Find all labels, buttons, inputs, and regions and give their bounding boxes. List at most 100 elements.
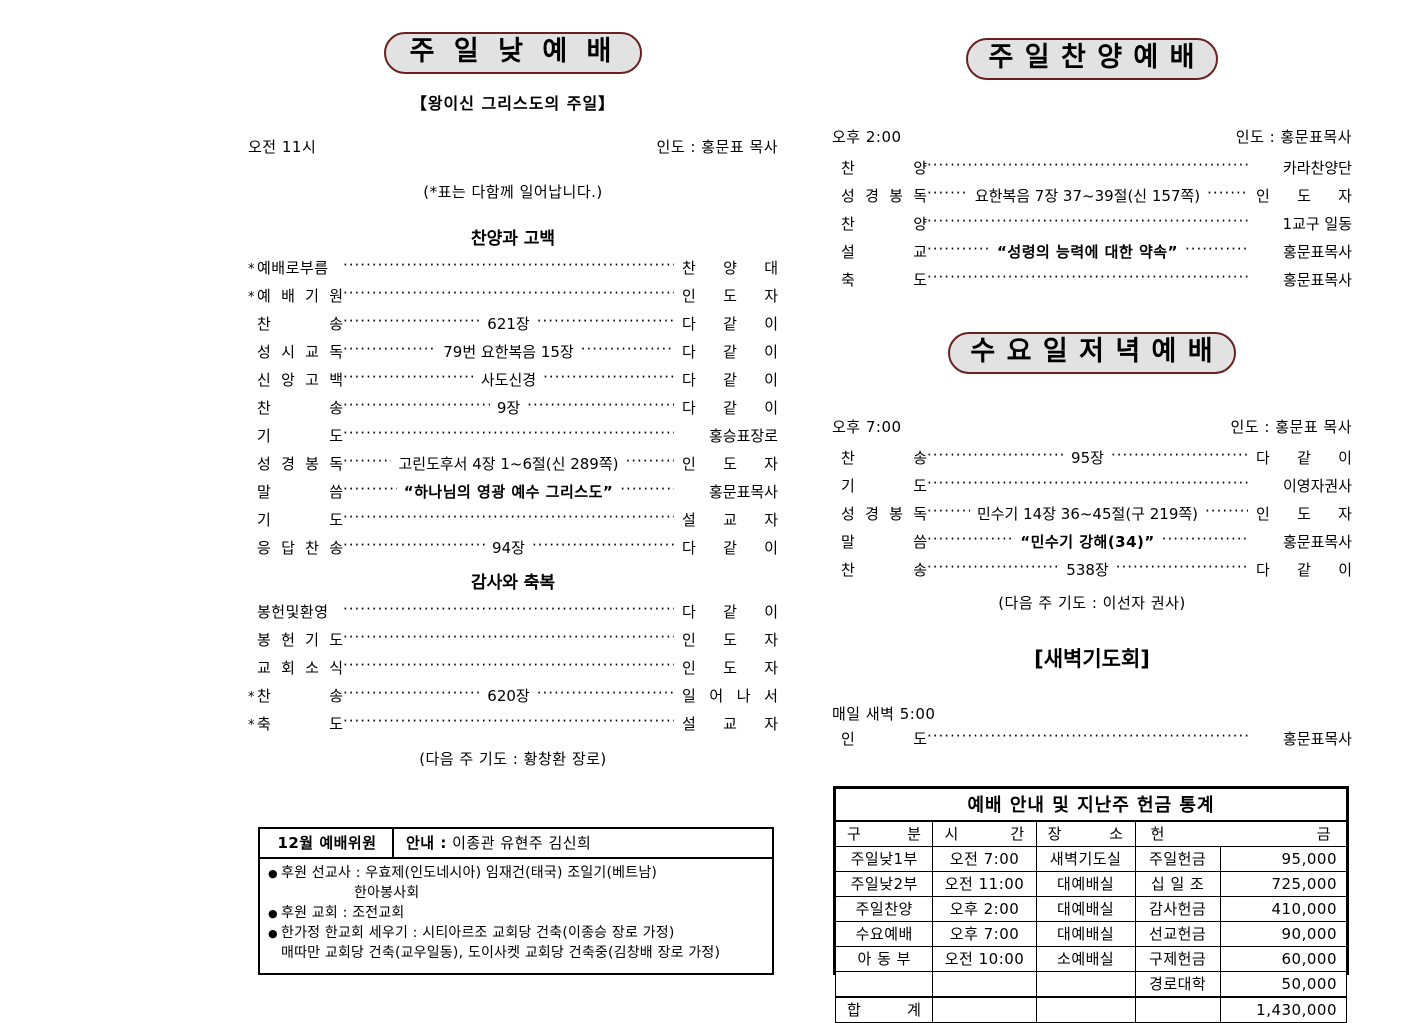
- committee-continuation-line: 한아봉사회: [354, 884, 420, 901]
- stats-row: 주일낮2부 오전 11:00 대예배실 십 일 조 725,000: [834, 871, 1348, 897]
- committee-line-text: 한가정 한교회 세우기 : 시티아르조 교회당 건축(이종승 장로 가정): [281, 924, 675, 941]
- sunday-day-time-row: 오전 11시 인도 : 홍문표 목사: [248, 136, 778, 157]
- stats-amount-cell: 90,000: [1219, 921, 1348, 947]
- committee-guide-cell: 안내 : 이종관 유현주 김신희: [394, 829, 772, 857]
- stats-row: 경로대학 50,000: [834, 971, 1348, 998]
- dawn-order-list: 인 도 ······································…: [832, 728, 1352, 749]
- leader-dots-left: ········································…: [343, 714, 674, 730]
- order-row: 찬송······································…: [248, 397, 778, 418]
- order-detail: 79번 요한복음 15장: [443, 343, 574, 362]
- order-row: 봉헌및환영 ···································…: [248, 601, 778, 622]
- stats-amount-cell: 725,000: [1219, 871, 1348, 897]
- wednesday-service-title: 수 요 일 저 녁 예 배: [948, 332, 1236, 375]
- order-row: *찬송·····································…: [248, 685, 778, 706]
- order-detail: 요한복음 7장 37~39절(신 157쪽): [974, 187, 1201, 206]
- leader-dots-left: ········································…: [343, 314, 480, 330]
- committee-bullet-row: ● 한가정 한교회 세우기 : 시티아르조 교회당 건축(이종승 장로 가정): [268, 924, 766, 944]
- dawn-prayer-title: [새벽기도회]: [1034, 647, 1150, 672]
- right-column: 주 일 찬 양 예 배 오후 2:00 인도 : 홍문표목사 찬 양 ·······…: [832, 38, 1352, 756]
- sunday-praise-time-row: 오후 2:00 인도 : 홍문표목사: [832, 126, 1352, 147]
- leader-dots-left: ········································…: [343, 258, 674, 274]
- stats-row: 아 동 부 오전 10:00 소예배실 구제헌금 60,000: [834, 946, 1348, 972]
- committee-guide-names: 이종관 유현주 김신희: [452, 834, 592, 852]
- dawn-time-row: 매일 새벽 5:00: [832, 703, 1352, 724]
- wednesday-title-wrap: 수 요 일 저 녁 예 배: [832, 332, 1352, 375]
- order-detail: “성령의 능력에 대한 약속”: [997, 243, 1178, 262]
- order-row: 기 도 ······································…: [248, 509, 778, 530]
- leader-dots-right: ········································…: [531, 538, 674, 554]
- sunday-day-subtitle: 【왕이신 그리스도의 주일】: [410, 94, 616, 114]
- stats-total-blank: [1134, 996, 1221, 1023]
- bullet-dot-icon: ●: [268, 906, 278, 920]
- leader-dots-left: ········································…: [343, 630, 674, 646]
- sunday-day-time: 오전 11시: [248, 138, 317, 157]
- sunday-praise-service-title: 주 일 찬 양 예 배: [966, 38, 1218, 81]
- order-detail: “하나님의 영광 예수 그리스도”: [403, 483, 614, 502]
- bullet-dot-icon: ●: [268, 926, 278, 940]
- dawn-time: 매일 새벽 5:00: [832, 705, 936, 724]
- stats-service-cell: 수요예배: [834, 921, 934, 947]
- stats-offering-cell: 경로대학: [1134, 971, 1221, 998]
- order-row: 성경봉독····································…: [832, 503, 1352, 524]
- stats-place-cell: 소예배실: [1035, 946, 1136, 972]
- leader-dots-left: ········································…: [927, 476, 1248, 492]
- leader-dots-left: ········································…: [343, 510, 674, 526]
- stats-service-cell: 주일찬양: [834, 896, 934, 922]
- standing-star: *: [248, 690, 255, 706]
- leader-dots-right: ········································…: [1110, 448, 1248, 464]
- sunday-praise-time: 오후 2:00: [832, 128, 902, 147]
- leader-dots-right: ········································…: [536, 314, 674, 330]
- stats-amount-cell: 50,000: [1219, 971, 1348, 998]
- stats-offering-cell: 감사헌금: [1134, 896, 1221, 922]
- stats-time-cell: 오전 7:00: [932, 846, 1037, 872]
- leader-dots-left: ········································…: [927, 242, 991, 258]
- committee-line-text: 후원 선교사 : 우효제(인도네시아) 임재건(태국) 조일기(베트남): [281, 865, 658, 881]
- leader-dots-right: ········································…: [625, 454, 674, 470]
- order-row: 기 도 ······································…: [248, 425, 778, 446]
- leader-dots-left: ········································…: [343, 426, 674, 442]
- order-row: 성경봉독····································…: [248, 453, 778, 474]
- stats-row: 수요예배 오후 7:00 대예배실 선교헌금 90,000: [834, 921, 1348, 947]
- order-performer: 카라찬양단: [1282, 159, 1352, 178]
- committee-continuation-line: 매따만 교회당 건축(교우일동), 도이사켓 교회당 건축중(김창배 장로 가정…: [281, 944, 721, 961]
- sunday-day-service-title: 주 일 낮 예 배: [383, 32, 643, 75]
- order-performer: 홍문표목사: [1282, 533, 1352, 552]
- order-performer: 홍문표목사: [1282, 243, 1352, 262]
- sunday-day-order-list-1: * 예배로부름 ··································…: [248, 257, 778, 558]
- stats-total-blank: [932, 996, 1037, 1023]
- left-column: 주 일 낮 예 배 【왕이신 그리스도의 주일】 오전 11시 인도 : 홍문표…: [248, 32, 778, 769]
- standing-star: *: [248, 290, 255, 306]
- stats-place-cell: [1035, 971, 1136, 998]
- sunday-day-leader: 인도 : 홍문표 목사: [656, 138, 778, 157]
- order-row: * 예 배 기 원 ···································…: [248, 285, 778, 306]
- standing-star: *: [248, 718, 255, 734]
- leader-dots-right: ········································…: [536, 686, 674, 702]
- order-detail: 538장: [1066, 561, 1109, 580]
- order-row: 성경봉독····································…: [832, 185, 1352, 206]
- order-row: 기 도 ······································…: [832, 475, 1352, 496]
- sunday-day-section-2-head: 감사와 축복: [470, 573, 556, 594]
- sunday-day-title-wrap: 주 일 낮 예 배: [248, 32, 778, 75]
- stats-time-cell: [932, 971, 1037, 998]
